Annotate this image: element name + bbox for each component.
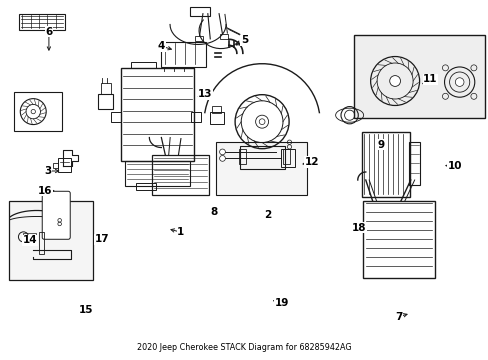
Circle shape — [219, 149, 225, 155]
Text: 13: 13 — [198, 89, 212, 99]
Text: 1: 1 — [177, 227, 184, 237]
Bar — [101, 83, 110, 94]
Bar — [216, 142, 306, 195]
Text: 9: 9 — [377, 140, 384, 150]
Bar — [212, 106, 221, 113]
Bar — [408, 142, 419, 185]
Text: 16: 16 — [38, 186, 52, 196]
Text: 2: 2 — [264, 210, 271, 220]
Bar — [39, 232, 44, 254]
Text: 7: 7 — [394, 312, 402, 322]
Bar — [281, 149, 294, 167]
Bar — [19, 14, 65, 30]
Text: 8: 8 — [210, 207, 217, 217]
Text: 10: 10 — [447, 161, 461, 171]
Bar — [124, 161, 190, 186]
Bar — [282, 149, 289, 164]
Bar — [14, 92, 61, 131]
Text: 14: 14 — [23, 235, 38, 246]
Bar — [58, 158, 71, 172]
Bar — [353, 35, 484, 118]
Circle shape — [454, 78, 463, 86]
Text: 4: 4 — [157, 41, 165, 51]
Bar — [121, 68, 193, 161]
Circle shape — [219, 156, 225, 161]
Bar — [136, 183, 155, 190]
Text: 17: 17 — [94, 234, 109, 244]
Circle shape — [31, 109, 35, 114]
Circle shape — [389, 76, 400, 86]
Text: 15: 15 — [79, 305, 93, 315]
Text: 5: 5 — [241, 35, 247, 45]
Bar — [239, 146, 284, 169]
Text: 19: 19 — [274, 298, 288, 308]
Text: 2020 Jeep Cherokee STACK Diagram for 68285942AG: 2020 Jeep Cherokee STACK Diagram for 682… — [137, 343, 351, 352]
Bar — [161, 42, 206, 67]
Bar — [220, 34, 227, 39]
Bar — [362, 201, 434, 278]
Bar — [98, 94, 113, 109]
Bar — [131, 62, 155, 68]
Bar — [53, 163, 58, 168]
Bar — [189, 7, 210, 16]
Text: 3: 3 — [44, 166, 51, 176]
FancyBboxPatch shape — [42, 191, 70, 239]
Bar — [23, 233, 36, 237]
Bar — [9, 201, 93, 280]
Text: 18: 18 — [351, 222, 366, 233]
Bar — [110, 112, 121, 122]
Bar — [194, 36, 203, 41]
Bar — [210, 112, 224, 124]
Bar — [361, 132, 409, 197]
Text: 12: 12 — [304, 157, 319, 167]
Bar — [151, 155, 209, 195]
Text: 11: 11 — [422, 74, 437, 84]
Bar — [190, 112, 201, 122]
Bar — [238, 149, 245, 164]
Circle shape — [255, 115, 268, 128]
Text: 6: 6 — [45, 27, 52, 37]
